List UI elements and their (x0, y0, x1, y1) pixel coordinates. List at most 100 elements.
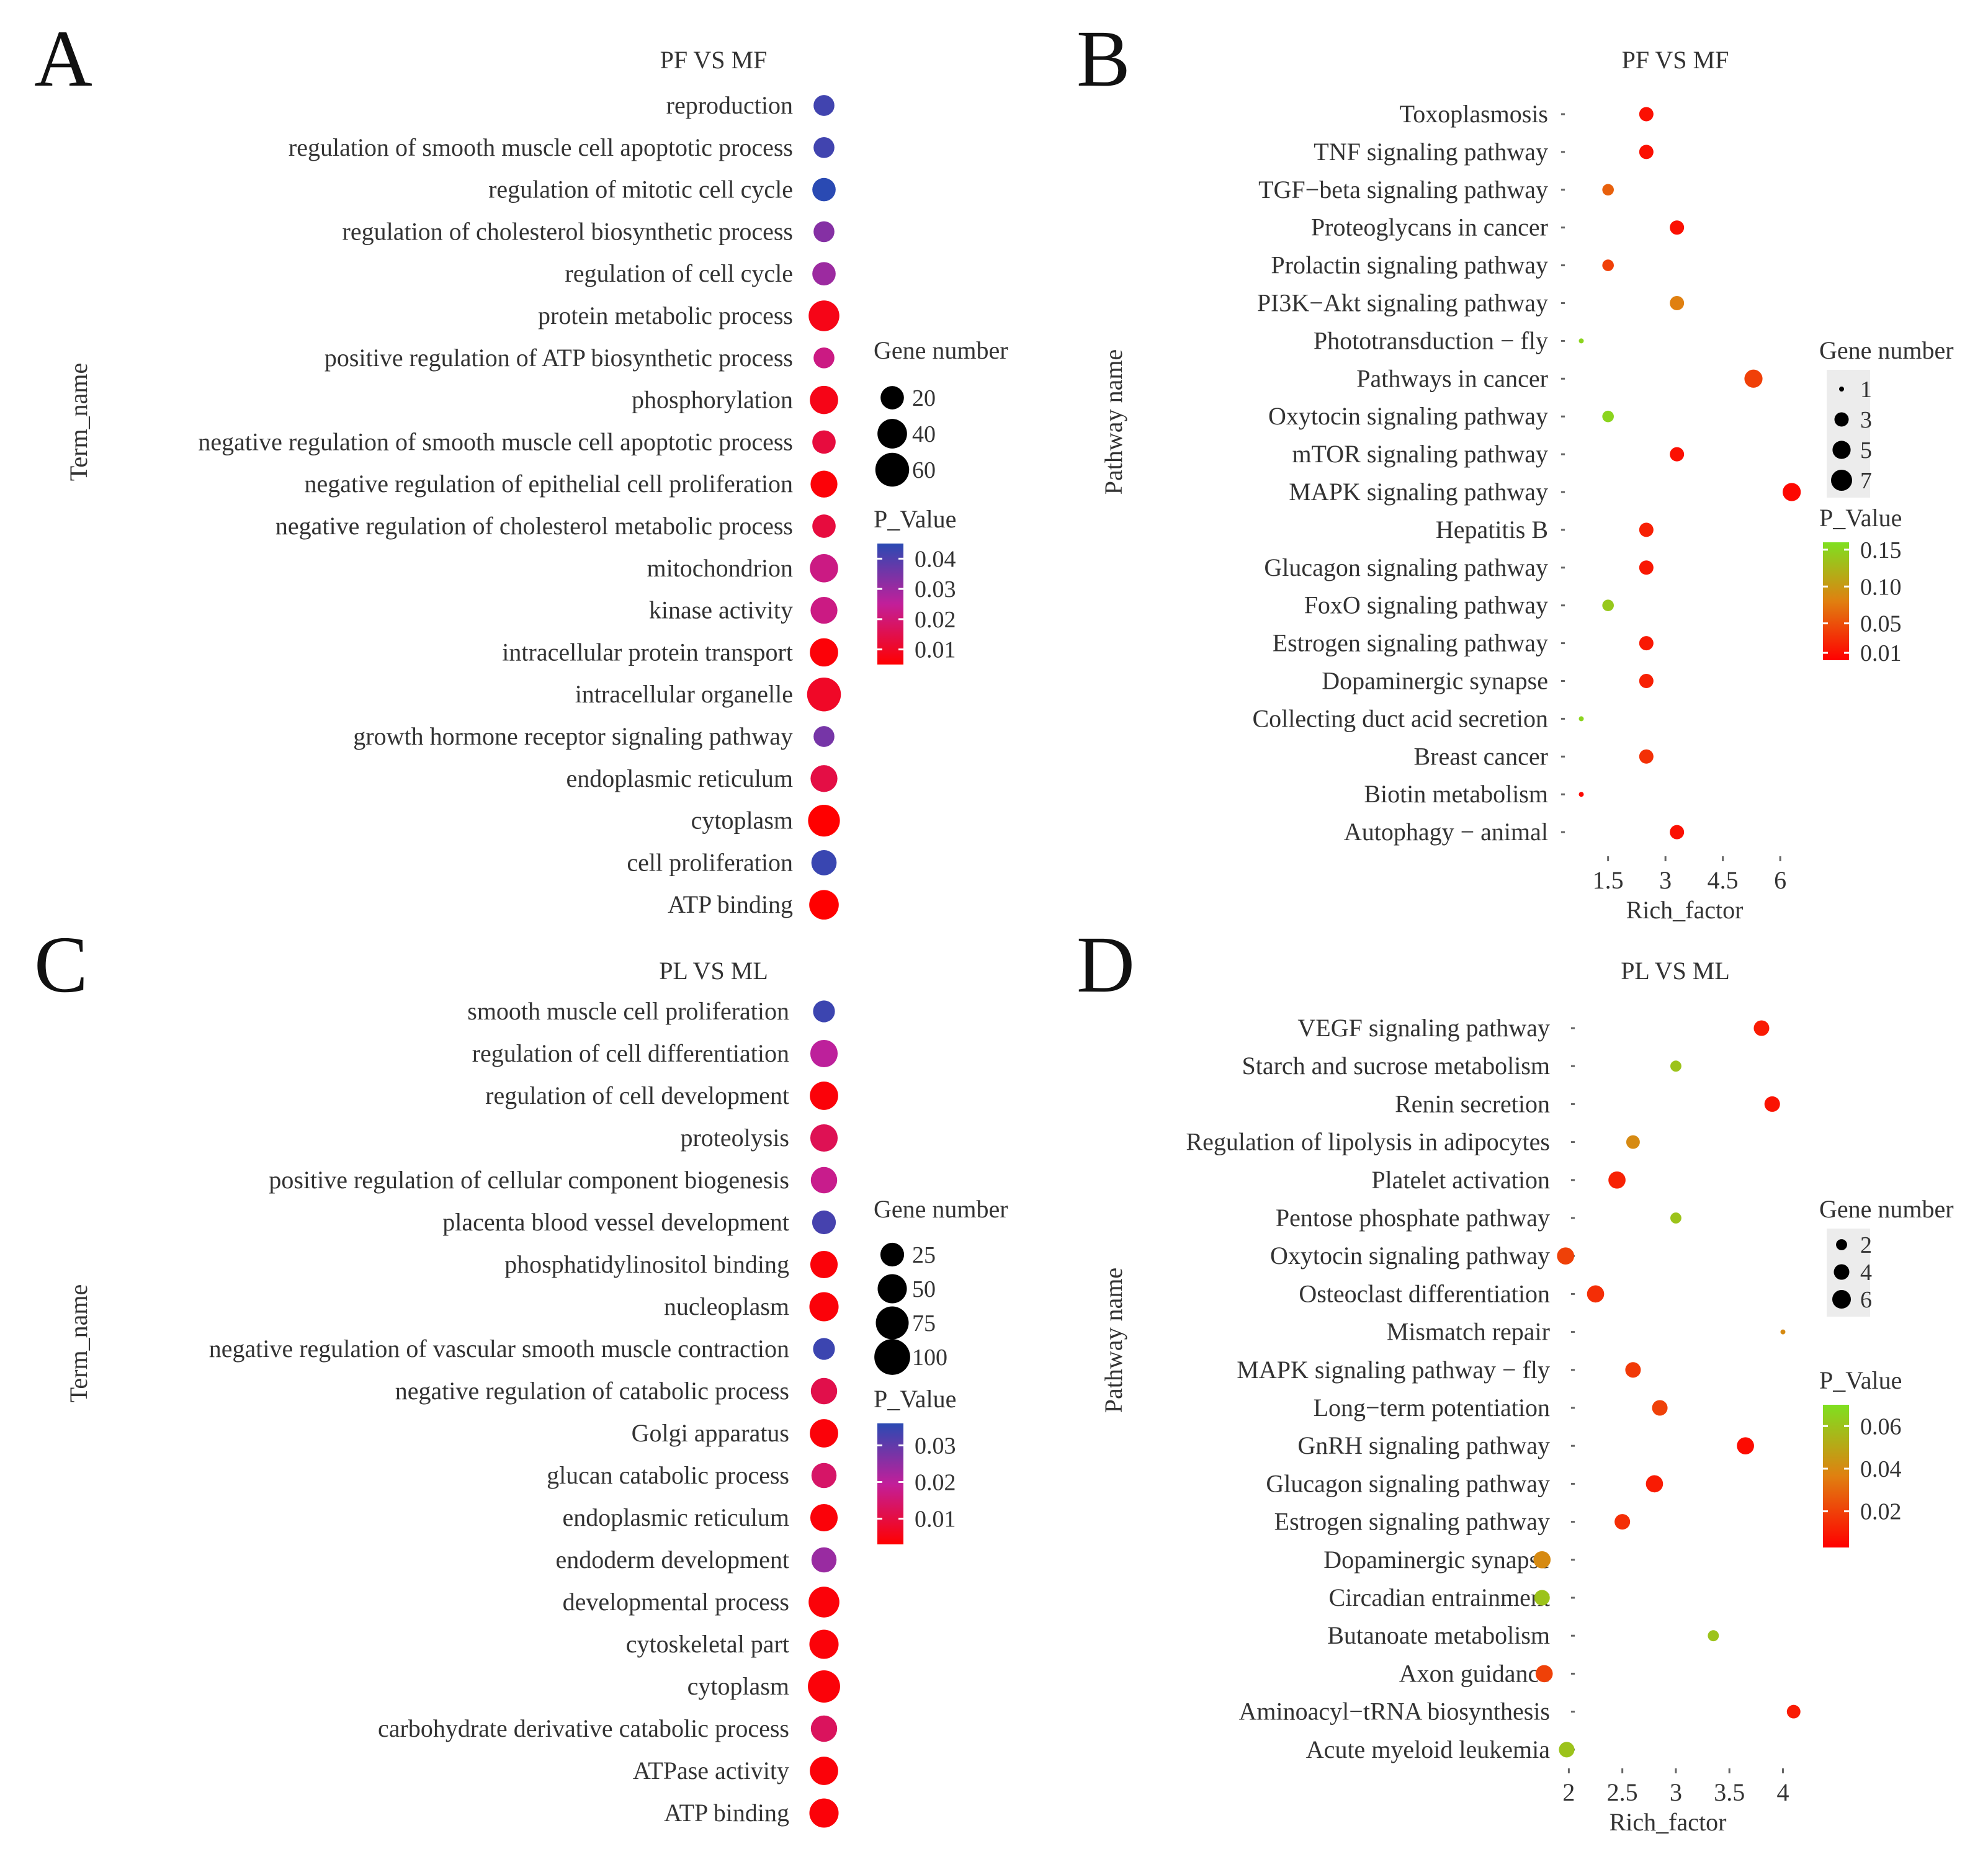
term-label: Glucagon signaling pathway (1266, 1469, 1550, 1497)
data-point (1639, 145, 1654, 159)
color-legend-label: 0.10 (1860, 574, 1902, 600)
term-label: regulation of cholesterol biosynthetic p… (343, 217, 793, 245)
term-label: Butanoate metabolism (1327, 1621, 1550, 1649)
term-label: Estrogen signaling pathway (1273, 629, 1548, 657)
term-label: Acute myeloid leukemia (1306, 1735, 1550, 1763)
color-legend-label: 0.04 (915, 546, 956, 572)
data-point (813, 347, 835, 369)
term-label: regulation of mitotic cell cycle (488, 176, 793, 204)
y-axis-label: Term_name (65, 1284, 92, 1402)
data-point (809, 1798, 839, 1828)
color-legend-label: 0.01 (915, 637, 956, 663)
term-label: negative regulation of smooth muscle cel… (198, 428, 793, 455)
term-label: phosphatidylinositol binding (504, 1250, 789, 1278)
data-point (1670, 1212, 1681, 1224)
chart-a: PF VS MF Term_name reproduction regulation … (65, 46, 1008, 920)
data-point (810, 385, 838, 414)
term-label: Platelet activation (1371, 1166, 1550, 1194)
chart-title: PF VS MF (660, 46, 768, 74)
term-label: Collecting duct acid secretion (1252, 704, 1548, 732)
color-legend-label: 0.02 (915, 607, 956, 633)
term-label: positive regulation of cellular componen… (269, 1166, 789, 1194)
data-point (1557, 1247, 1575, 1265)
size-legend-label: 2 (1860, 1232, 1872, 1258)
size-legend-dot (875, 452, 910, 487)
color-legend-title: P_Value (874, 505, 956, 533)
data-point (1602, 599, 1614, 612)
term-label: Dopaminergic synapse (1322, 667, 1548, 695)
size-legend-title: Gene number (874, 336, 1008, 364)
panel-label: C (34, 920, 88, 1010)
data-point (1670, 447, 1685, 462)
term-label: GnRH signaling pathway (1297, 1431, 1550, 1459)
term-label: smooth muscle cell proliferation (467, 997, 789, 1025)
term-label: regulation of cell differentiation (472, 1039, 789, 1067)
term-label: developmental process (563, 1588, 789, 1616)
x-tick-label: 1.5 (1593, 866, 1624, 894)
data-point (1708, 1630, 1719, 1642)
x-tick-label: 3 (1670, 1778, 1682, 1806)
color-legend-title: P_Value (1819, 1366, 1902, 1394)
data-point (813, 726, 835, 747)
data-point (1652, 1400, 1668, 1416)
term-label: MAPK signaling pathway (1289, 478, 1548, 506)
term-label: ATPase activity (633, 1757, 789, 1785)
data-point (1737, 1437, 1754, 1455)
data-point (1578, 338, 1584, 344)
size-legend-dot (1832, 1290, 1851, 1309)
term-label: Glucagon signaling pathway (1264, 553, 1548, 581)
y-axis-label: Pathway name (1099, 349, 1127, 495)
data-point (1744, 369, 1763, 388)
size-legend-dot (875, 1306, 909, 1340)
term-label: Oxytocin signaling pathway (1268, 402, 1548, 430)
data-point (810, 1715, 838, 1742)
data-point (810, 1124, 838, 1152)
data-point (808, 300, 840, 331)
term-label: FoxO signaling pathway (1304, 591, 1548, 619)
data-point (1670, 1060, 1681, 1072)
data-point (809, 1292, 839, 1322)
term-label: phosphorylation (632, 386, 793, 414)
term-label: cytoplasm (687, 1672, 789, 1700)
term-label: ATP binding (664, 1799, 789, 1827)
term-label: Starch and sucrose metabolism (1242, 1052, 1550, 1080)
term-label: protein metabolic process (538, 302, 793, 329)
term-label: negative regulation of vascular smooth m… (209, 1335, 789, 1363)
data-point (810, 1039, 838, 1068)
size-legend-label: 25 (912, 1242, 936, 1268)
color-legend-label: 0.03 (915, 576, 956, 602)
data-point (1645, 1475, 1663, 1493)
term-label: TGF−beta signaling pathway (1258, 176, 1548, 204)
color-legend-title: P_Value (1819, 504, 1902, 532)
term-label: Estrogen signaling pathway (1274, 1508, 1550, 1536)
term-label: Prolactin signaling pathway (1271, 251, 1548, 279)
term-label: Autophagy − animal (1344, 818, 1548, 846)
data-point (1639, 522, 1654, 537)
term-label: Toxoplasmosis (1400, 100, 1548, 128)
size-legend-label: 5 (1860, 437, 1872, 464)
data-point (1639, 636, 1654, 651)
data-point (810, 1377, 838, 1405)
data-point (1602, 410, 1614, 423)
term-label: ATP binding (668, 890, 793, 918)
data-point (1783, 483, 1801, 501)
data-point (1639, 107, 1654, 122)
term-label: cytoplasm (691, 807, 793, 835)
term-label: negative regulation of epithelial cell p… (305, 470, 793, 498)
size-legend-dot (877, 1274, 907, 1304)
data-point (1535, 1665, 1553, 1683)
term-label: Aminoacyl−tRNA biosynthesis (1239, 1698, 1550, 1726)
color-legend-label: 0.06 (1860, 1413, 1902, 1440)
term-label: Long−term potentiation (1314, 1394, 1550, 1422)
x-axis-label: Rich_factor (1626, 896, 1744, 924)
chart-title: PL VS ML (1621, 957, 1730, 985)
term-label: negative regulation of catabolic process (395, 1377, 789, 1405)
data-point (813, 221, 835, 243)
term-label: Phototransduction − fly (1314, 326, 1548, 354)
term-label: Regulation of lipolysis in adipocytes (1186, 1128, 1550, 1156)
color-scale-bar (877, 544, 903, 665)
data-point (810, 765, 838, 792)
panel-label: A (34, 14, 92, 104)
size-legend-dot (880, 1242, 905, 1267)
term-label: Golgi apparatus (632, 1419, 789, 1447)
